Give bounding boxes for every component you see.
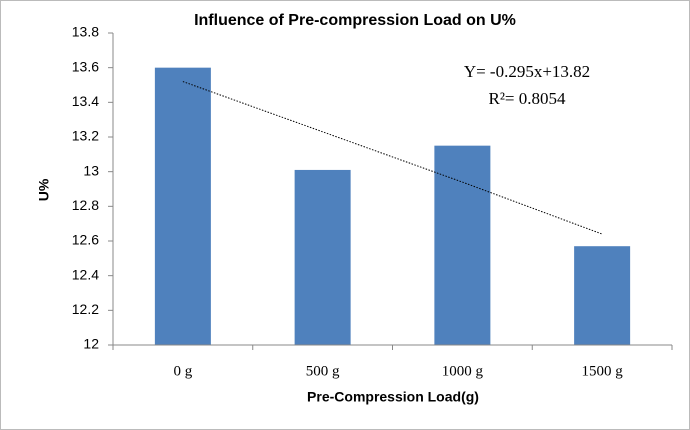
y-tick-label: 13.6 (72, 58, 99, 74)
chart-title: Influence of Pre-compression Load on U% (194, 12, 516, 29)
x-tick-label: 1000 g (442, 363, 484, 379)
bar (574, 246, 631, 345)
y-tick-label: 12.4 (72, 266, 99, 282)
y-tick-label: 13 (83, 162, 99, 178)
y-axis-title: U% (36, 178, 52, 201)
x-axis-title: Pre-Compression Load(g) (307, 389, 479, 405)
y-tick-label: 12.6 (72, 232, 99, 248)
trendline (182, 81, 603, 235)
y-tick-label: 12 (83, 336, 99, 352)
bar (294, 169, 351, 345)
bar (434, 145, 491, 345)
annotation: Y= -0.295x+13.82 (464, 62, 590, 81)
y-tick-label: 13.4 (72, 93, 99, 109)
y-tick-label: 13.8 (72, 24, 99, 40)
y-tick-label: 12.2 (72, 301, 99, 317)
x-tick-label: 500 g (306, 363, 340, 379)
y-tick-label: 13.2 (72, 128, 99, 144)
x-tick-label: 0 g (174, 363, 193, 379)
annotation: R²= 0.8054 (488, 89, 566, 108)
y-tick-label: 12.8 (72, 197, 99, 213)
x-tick-label: 1500 g (582, 363, 624, 379)
bar (154, 67, 211, 346)
